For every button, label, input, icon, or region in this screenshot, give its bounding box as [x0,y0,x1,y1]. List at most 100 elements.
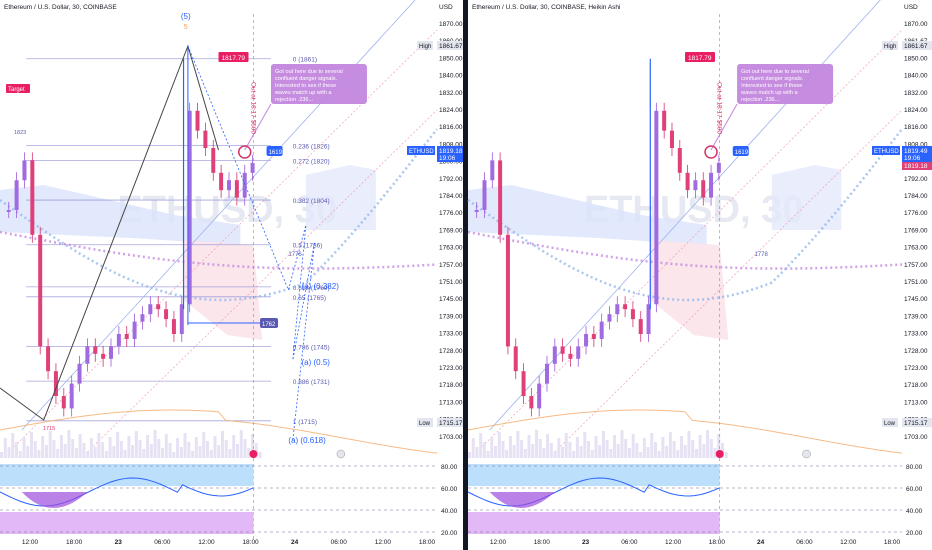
y-tick-label: 1824.00 [439,107,463,114]
volume-bar [198,446,202,458]
y-tick-label: 1808.00 [904,141,928,148]
y-tick-label: 1850.00 [439,55,463,62]
y-tick-label: 1769.00 [439,227,463,234]
candle-body [242,172,247,198]
volume-bar [505,450,509,458]
high-value-tag [902,41,932,50]
high-label: High [419,44,431,50]
volume-bar [680,436,684,458]
volume-bar [134,431,138,458]
volume-bar [542,448,546,458]
price-marker-box [218,52,249,62]
high-tag [417,41,433,50]
volume-bar [228,449,232,458]
high-value-tag [437,41,463,50]
high-tag [882,41,898,50]
low-value: 1715.17 [439,420,463,427]
volume-bar [33,441,37,458]
volume-bar [683,445,687,458]
volume-bar [482,442,486,458]
high-value: 1861.67 [439,43,463,50]
volume-bar [572,451,576,458]
y-tick-label: 1824.00 [904,107,928,114]
fib-label: 0.272 (1820) [293,158,330,165]
volume-bar [587,441,591,458]
volume-bar [254,443,258,458]
volume-bar [501,441,505,458]
volume-bar [471,438,475,458]
candle-body [124,334,129,339]
last-price-tag [902,146,932,162]
y-tick-label: 1776.00 [904,210,928,217]
symbol-tag [872,146,900,155]
low-value-tag [437,418,463,427]
volume-bar [217,445,221,458]
cloud-blue [468,185,707,245]
candle-body [101,353,106,359]
fib-label: 0.618 (1769) [293,285,330,292]
candle-body [6,210,11,212]
rsi-tick-label: 40.00 [906,508,923,515]
low-tag [417,418,433,427]
last-price: 1819.49 [904,148,928,155]
flag-icon [802,449,811,459]
candle-body [630,309,635,320]
volume-bar [494,446,498,458]
x-tick-label: 12:00 [840,539,857,546]
rsi-tick-label: 60.00 [441,486,458,493]
low-value-tag [902,418,932,427]
ma-orange [0,409,438,454]
y-tick-label: 1800.00 [439,159,463,166]
volume-bar [676,450,680,458]
wave-zigzag [0,44,219,421]
volume-bar [631,434,635,458]
volume-bar [235,444,239,458]
volume-bar [639,452,643,458]
volume-bar [531,444,535,458]
ma-purple [0,230,438,270]
low-label: Low [884,421,896,427]
side-tag-b: 1762 [262,322,276,328]
candle-body [685,172,690,191]
y-tick-label: 1751.00 [439,279,463,286]
candle-body [560,346,565,354]
annotation-text: waves match up with a [274,90,332,96]
volume-bar [258,452,262,458]
candle-body [576,346,581,359]
volume-bar [672,441,676,458]
candle-body [544,363,549,384]
volume-bar [206,441,210,458]
volume-bar [605,440,609,458]
y-tick-label: 1850.00 [904,55,928,62]
fib-label: 0 (1861) [293,57,317,64]
candle-body [677,148,682,173]
y-tick-label: 1840.00 [439,73,463,80]
x-tick-label: 06:00 [154,539,171,546]
y-tick-label: 1776.00 [439,210,463,217]
volume-bar [153,430,157,458]
candle-body [669,130,674,148]
volume-bar [67,430,71,458]
symbol-tag-text: ETHUSD [409,149,434,155]
x-tick-label: 23 [582,539,590,546]
last-price-b-tag [902,162,932,170]
y-tick-label: 1703.00 [439,434,463,441]
rsi-lower-band [0,512,254,534]
y-tick-label: 1713.00 [904,399,928,406]
y-tick-label: 1745.00 [904,296,928,303]
candle-body [599,321,604,339]
last-price-b: 1819.18 [904,163,928,170]
y-tick-label: 1739.00 [904,313,928,320]
volume-bar [475,447,479,458]
volume-bar [71,439,75,458]
side-tag-b-box [260,318,279,328]
volume-bar [86,452,90,458]
target-label: Target [8,87,25,93]
rsi-tick-label: 80.00 [441,464,458,471]
volume-bar [250,434,254,458]
candle-body [46,346,51,372]
cloud-blue-right [305,165,376,230]
volume-bar [583,432,587,458]
candle-body [234,180,239,198]
volume-bar [157,439,161,458]
